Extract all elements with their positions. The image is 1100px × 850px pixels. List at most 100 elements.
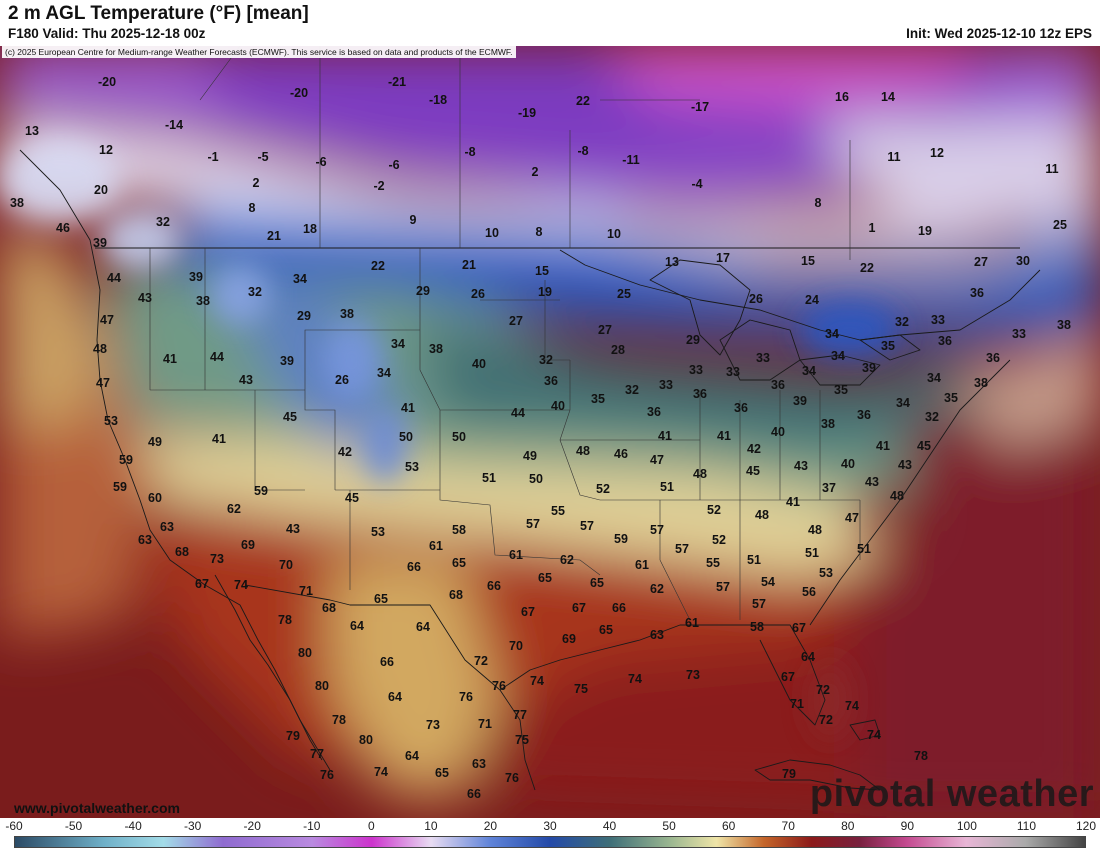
temperature-value: 62 (560, 553, 574, 567)
color-scale-ticks: -60 -50 -40 -30 -20 -10 0 10 20 30 40 50 60 70 80 90 100… (0, 818, 1100, 834)
temperature-value: 41 (658, 429, 672, 443)
color-scale-tick-label: 30 (543, 819, 557, 833)
temperature-value: 15 (535, 264, 549, 278)
temperature-value: 57 (650, 523, 664, 537)
temperature-value: 12 (930, 146, 944, 160)
temperature-value: 67 (792, 621, 806, 635)
temperature-value: 41 (786, 495, 800, 509)
temperature-value: 51 (747, 553, 761, 567)
website-url[interactable]: www.pivotalweather.com (14, 800, 180, 816)
temperature-value: 34 (825, 327, 839, 341)
temperature-value: 80 (315, 679, 329, 693)
temperature-value: 76 (492, 679, 506, 693)
temperature-value: 50 (452, 430, 466, 444)
temperature-value: 32 (625, 383, 639, 397)
temperature-value: 74 (530, 674, 544, 688)
temperature-value: 25 (617, 287, 631, 301)
color-scale-tick-label: -20 (243, 819, 261, 833)
temperature-value: 69 (562, 632, 576, 646)
temperature-value: 41 (876, 439, 890, 453)
temperature-value: 40 (841, 457, 855, 471)
temperature-value: 14 (881, 90, 895, 104)
temperature-value: -4 (691, 177, 702, 191)
temperature-value: 61 (429, 539, 443, 553)
temperature-field (0, 46, 1100, 818)
temperature-value: 46 (614, 447, 628, 461)
color-scale-tick-label: 70 (781, 819, 795, 833)
temperature-value: 72 (819, 713, 833, 727)
temperature-value: 36 (693, 387, 707, 401)
temperature-value: 75 (515, 733, 529, 747)
temperature-value: 63 (138, 533, 152, 547)
color-scale-tick-label: 40 (602, 819, 617, 833)
temperature-value: 43 (865, 475, 879, 489)
temperature-value: 32 (156, 215, 170, 229)
temperature-map[interactable]: -20 -20 -21 -18 -19 22 -17 16 14 -14 13 12 -1 -5 -6 -6-… (0, 46, 1100, 818)
temperature-value: 33 (726, 365, 740, 379)
temperature-value: 66 (407, 560, 421, 574)
temperature-value: -8 (577, 144, 588, 158)
temperature-value: 40 (472, 357, 486, 371)
temperature-value: 33 (659, 378, 673, 392)
temperature-value: 34 (391, 337, 405, 351)
temperature-value: 65 (374, 592, 388, 606)
temperature-value: 41 (212, 432, 226, 446)
temperature-value: 74 (628, 672, 642, 686)
temperature-value: 43 (239, 373, 253, 387)
temperature-value: 34 (831, 349, 845, 363)
temperature-value: 74 (234, 578, 248, 592)
temperature-value: 67 (521, 605, 535, 619)
temperature-value: 63 (160, 520, 174, 534)
temperature-value: 58 (750, 620, 764, 634)
temperature-value: -14 (165, 118, 183, 132)
temperature-value: 75 (574, 682, 588, 696)
map-boundaries (19, 46, 1041, 791)
temperature-value: 8 (815, 196, 822, 210)
color-scale: -60 -50 -40 -30 -20 -10 0 10 20 30 40 50 60 70 80 90 100… (0, 818, 1100, 850)
temperature-value: 70 (279, 558, 293, 572)
temperature-value: 39 (93, 236, 107, 250)
temperature-value: 43 (138, 291, 152, 305)
temperature-value: 36 (771, 378, 785, 392)
temperature-value: 45 (283, 410, 297, 424)
temperature-value: 66 (612, 601, 626, 615)
temperature-value: 39 (862, 361, 876, 375)
temperature-value: 39 (189, 270, 203, 284)
temperature-value: 78 (278, 613, 292, 627)
temperature-value: 8 (249, 201, 256, 215)
temperature-value: 26 (471, 287, 485, 301)
temperature-value: 63 (650, 628, 664, 642)
temperature-value: 2 (532, 165, 539, 179)
temperature-value: 64 (416, 620, 430, 634)
temperature-value: 52 (712, 533, 726, 547)
temperature-value: 80 (298, 646, 312, 660)
temperature-value: 33 (756, 351, 770, 365)
brand-logo: pivotal weather (809, 773, 1094, 815)
temperature-value: 40 (771, 425, 785, 439)
temperature-value: 54 (761, 575, 775, 589)
temperature-value: 35 (944, 391, 958, 405)
temperature-value: -11 (622, 153, 639, 167)
temperature-value: 29 (686, 333, 700, 347)
valid-time: F180 Valid: Thu 2025-12-18 00z (8, 26, 206, 41)
temperature-value: 42 (747, 442, 761, 456)
temperature-value: 22 (371, 259, 385, 273)
temperature-value: 36 (734, 401, 748, 415)
color-scale-tick-label: -10 (303, 819, 321, 833)
copyright-notice: (c) 2025 European Centre for Medium-rang… (2, 46, 516, 58)
color-scale-tick-label: 100 (956, 819, 977, 833)
map-title: 2 m AGL Temperature (°F) [mean] (8, 3, 309, 24)
temperature-value: 76 (505, 771, 519, 785)
temperature-value: 11 (887, 150, 900, 164)
temperature-value: 49 (523, 449, 537, 463)
temperature-value: 67 (572, 601, 586, 615)
temperature-value: 38 (196, 294, 210, 308)
temperature-value: 59 (254, 484, 268, 498)
temperature-value: 9 (410, 213, 417, 227)
temperature-value: 74 (867, 728, 881, 742)
temperature-value: 48 (808, 523, 822, 537)
color-scale-tick-label: 80 (841, 819, 855, 833)
temperature-value: 36 (647, 405, 661, 419)
temperature-value: 57 (716, 580, 730, 594)
temperature-value: 78 (914, 749, 928, 763)
